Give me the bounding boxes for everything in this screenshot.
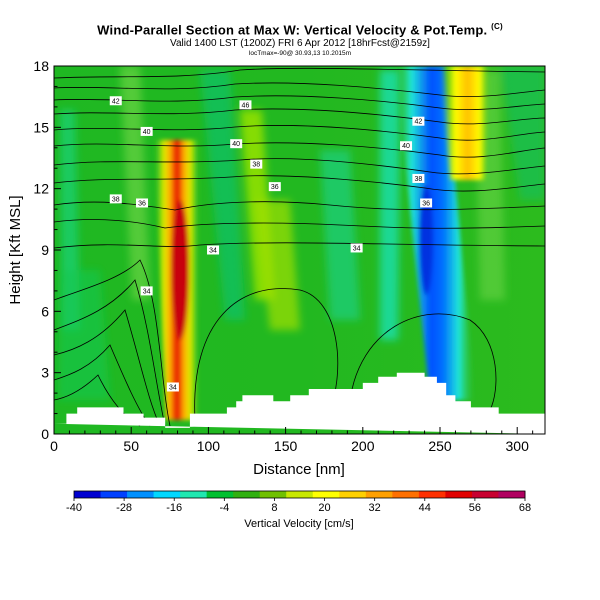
colorbar-tick-label: -4	[219, 502, 229, 514]
contour-label-12: 42	[412, 116, 425, 126]
colorbar-swatch	[180, 491, 208, 498]
contour-label-text: 38	[112, 196, 120, 203]
x-axis: 0 50 100 150 200 250 300	[50, 427, 534, 454]
colorbar-tick-label: -40	[66, 502, 82, 514]
contour-label-text: 38	[252, 162, 260, 169]
colorbar-swatch	[418, 491, 446, 498]
contour-label-text: 36	[422, 200, 430, 207]
x-tick-label: 0	[50, 438, 58, 454]
colorbar-swatch	[392, 491, 420, 498]
y-tick-label: 6	[41, 303, 49, 319]
colorbar: -40 -28 -16 -4 8 20 32 44 56 68	[66, 490, 531, 514]
colorbar-swatch	[206, 491, 234, 498]
colorbar-swatch	[498, 491, 526, 498]
colorbar-swatch	[445, 491, 473, 498]
x-tick-label: 250	[428, 438, 452, 454]
contour-label-text: 36	[138, 200, 146, 207]
y-axis: 0 3 6 9 12 15 18	[33, 58, 61, 442]
title-block: Wind-Parallel Section at Max W: Vertical…	[0, 22, 600, 57]
y-tick-label: 18	[33, 58, 49, 74]
y-tick-label: 3	[41, 365, 49, 381]
contour-label-2: 38	[109, 194, 122, 204]
contour-label-text: 46	[242, 102, 250, 109]
contour-label-15: 36	[420, 198, 433, 208]
colorbar-frame	[73, 490, 526, 499]
x-tick-label: 100	[197, 438, 221, 454]
colorbar-tick-label: 44	[419, 502, 431, 514]
colorbar-swatch	[259, 491, 287, 498]
chart-title-text: Wind-Parallel Section at Max W: Vertical…	[97, 22, 488, 38]
contour-label-text: 40	[402, 143, 410, 150]
contour-label-4: 34	[207, 245, 220, 255]
y-tick-label: 9	[41, 242, 49, 258]
x-tick-label: 150	[274, 438, 298, 454]
contour-label-text: 40	[232, 141, 240, 148]
colorbar-swatch	[365, 491, 393, 498]
chart-title: Wind-Parallel Section at Max W: Vertical…	[0, 22, 600, 37]
y-axis-title: Height [Kft MSL]	[7, 195, 24, 304]
contour-label-1: 40	[140, 126, 153, 136]
contour-label-text: 34	[353, 245, 361, 252]
colorbar-tick-label: 8	[271, 502, 277, 514]
contour-label-text: 38	[414, 176, 422, 183]
contour-label-0: 42	[109, 96, 122, 106]
contour-label-text: 42	[112, 98, 120, 105]
contour-label-11: 34	[350, 243, 363, 253]
copyright-mark: (C)	[491, 22, 503, 31]
colorbar-swatch	[471, 491, 499, 498]
contour-label-5: 34	[140, 286, 153, 296]
y-tick-label: 0	[41, 426, 49, 442]
colorbar-tick-label: 68	[519, 502, 531, 514]
colorbar-swatch	[233, 491, 261, 498]
colorbar-tick-label: 56	[469, 502, 481, 514]
colorbar-swatch	[127, 491, 155, 498]
theta-contours	[54, 67, 545, 427]
terrain	[54, 372, 545, 434]
theta-contour-labels: 42 40 38 36 34 34 34 46 40 38 36 34 42 40 38 36	[109, 96, 433, 392]
contour-label-text: 42	[414, 119, 422, 126]
contour-label-text: 34	[143, 288, 151, 295]
contour-label-text: 34	[209, 248, 217, 255]
colorbar-tick-label: -16	[166, 502, 182, 514]
colorbar-tick-label: 20	[318, 502, 330, 514]
chart-subtitle: Valid 1400 LST (1200Z) FRI 6 Apr 2012 [1…	[170, 38, 430, 50]
x-axis-title: Distance [nm]	[253, 461, 345, 478]
downdraft-column	[395, 66, 475, 400]
contour-label-13: 40	[400, 141, 413, 151]
contour-label-3: 36	[136, 198, 149, 208]
primary-updraft-column	[154, 140, 200, 420]
contour-label-10: 36	[268, 182, 281, 192]
colorbar-tick-label: 32	[369, 502, 381, 514]
colorbar-swatch	[286, 491, 314, 498]
y-tick-label: 15	[33, 119, 49, 135]
contour-label-7: 46	[239, 100, 252, 110]
colorbar-swatch	[153, 491, 181, 498]
colorbar-swatch	[339, 491, 367, 498]
x-tick-label: 50	[123, 438, 139, 454]
colorbar-swatch	[312, 491, 340, 498]
x-tick-label: 300	[506, 438, 530, 454]
contour-label-6: 34	[166, 382, 179, 392]
contour-label-text: 40	[143, 129, 151, 136]
y-tick-label: 12	[33, 181, 49, 197]
contour-label-8: 40	[230, 139, 243, 149]
colorbar-swatch	[100, 491, 128, 498]
colorbar-title: Vertical Velocity [cm/s]	[244, 518, 353, 530]
colorbar-swatch	[74, 491, 102, 498]
contour-label-14: 38	[412, 173, 425, 183]
vertical-velocity-field: 42 40 38 36 34 34 34 46 40 38 36 34 42 40 38 36	[54, 66, 545, 434]
upper-updraft-column	[440, 66, 490, 180]
x-tick-label: 200	[351, 438, 375, 454]
colorbar-tick-label: -28	[116, 502, 132, 514]
contour-label-text: 34	[169, 384, 177, 391]
contour-label-9: 38	[250, 159, 263, 169]
contour-label-text: 36	[271, 184, 279, 191]
chart-fine-print: locTmax=-90@ 30.93,13 10.2015m	[248, 50, 352, 58]
